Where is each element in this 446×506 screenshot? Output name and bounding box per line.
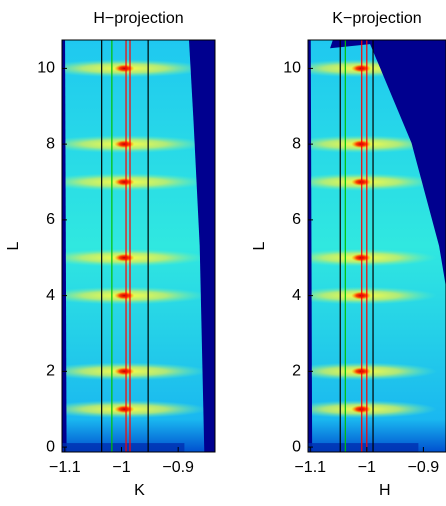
y-tick-label: 8 bbox=[46, 135, 55, 152]
y-tick-label: 2 bbox=[46, 363, 55, 380]
intensity-region bbox=[65, 40, 205, 452]
peak-spot bbox=[114, 64, 135, 73]
peak-spot bbox=[114, 253, 135, 262]
chart-title: H−projection bbox=[93, 10, 183, 27]
panel bbox=[62, 40, 215, 452]
y-tick-label: 4 bbox=[46, 287, 55, 304]
peak-spot bbox=[114, 405, 135, 414]
y-tick-label: 10 bbox=[283, 60, 301, 77]
x-axis-label: H bbox=[379, 482, 391, 499]
peak-spot bbox=[114, 291, 135, 300]
peaks bbox=[65, 59, 205, 419]
x-tick-label: −1.1 bbox=[294, 459, 326, 476]
y-tick-label: 2 bbox=[292, 363, 301, 380]
beam-stop bbox=[62, 443, 185, 452]
x-tick-label: −0.9 bbox=[408, 459, 440, 476]
y-tick-label: 0 bbox=[292, 438, 301, 455]
y-tick-label: 6 bbox=[292, 211, 301, 228]
y-tick-label: 4 bbox=[292, 287, 301, 304]
y-tick-label: 6 bbox=[46, 211, 55, 228]
x-axis-label: K bbox=[134, 482, 145, 499]
y-axis-label: L bbox=[5, 241, 22, 250]
peak-spot bbox=[114, 140, 135, 149]
peak-spot bbox=[114, 178, 135, 187]
x-tick-label: −0.9 bbox=[162, 459, 194, 476]
peak-spot bbox=[114, 367, 135, 376]
panel bbox=[308, 40, 446, 452]
beam-stop bbox=[308, 443, 419, 452]
y-axis-label: L bbox=[251, 241, 268, 250]
y-tick-label: 8 bbox=[292, 135, 301, 152]
x-tick-label: −1.1 bbox=[49, 459, 81, 476]
y-tick-label: 10 bbox=[37, 60, 55, 77]
axes-frame bbox=[307, 39, 446, 453]
x-tick-label: −1 bbox=[112, 459, 130, 476]
x-tick-label: −1 bbox=[358, 459, 376, 476]
axes-frame bbox=[61, 39, 216, 453]
y-tick-label: 0 bbox=[46, 438, 55, 455]
chart-title: K−projection bbox=[332, 10, 421, 27]
